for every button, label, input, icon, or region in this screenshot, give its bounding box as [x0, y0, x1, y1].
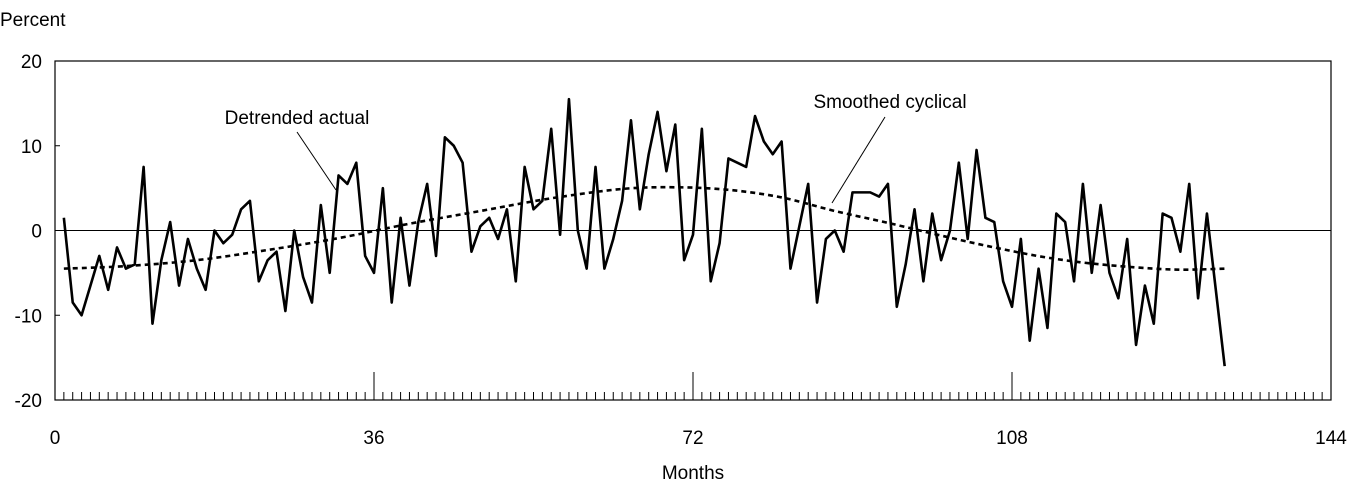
- series-detrended-actual: [62, 97, 1226, 367]
- y-tick-label: 20: [21, 52, 42, 73]
- x-axis-label: Months: [662, 463, 724, 484]
- x-tick-label: 36: [363, 428, 384, 449]
- annotation-label: Detrended actual: [225, 108, 370, 129]
- y-axis-label: Percent: [0, 10, 66, 31]
- x-tick-label: 144: [1315, 428, 1347, 449]
- x-tick-label: 72: [682, 428, 703, 449]
- y-tick-label: -10: [15, 306, 42, 327]
- y-tick-labels: -20 -10 0 10 20: [15, 52, 42, 412]
- annotation-leader: [831, 116, 886, 204]
- annotations: Detrended actual Smoothed cyclical: [225, 92, 967, 204]
- y-tick-label: 0: [31, 222, 42, 243]
- x-tick-labels: 0 36 72 108 144: [50, 428, 1348, 449]
- annotation-label: Smoothed cyclical: [813, 92, 966, 113]
- series-smoothed-cyclical: [63, 185, 1225, 271]
- annotation-leader: [296, 131, 337, 191]
- y-tick-label: -20: [15, 391, 42, 412]
- axis-ticks: [55, 145, 1323, 400]
- x-tick-label: 0: [50, 428, 61, 449]
- series-lines: [62, 97, 1226, 367]
- y-tick-label: 10: [21, 137, 42, 158]
- x-tick-label: 108: [996, 428, 1028, 449]
